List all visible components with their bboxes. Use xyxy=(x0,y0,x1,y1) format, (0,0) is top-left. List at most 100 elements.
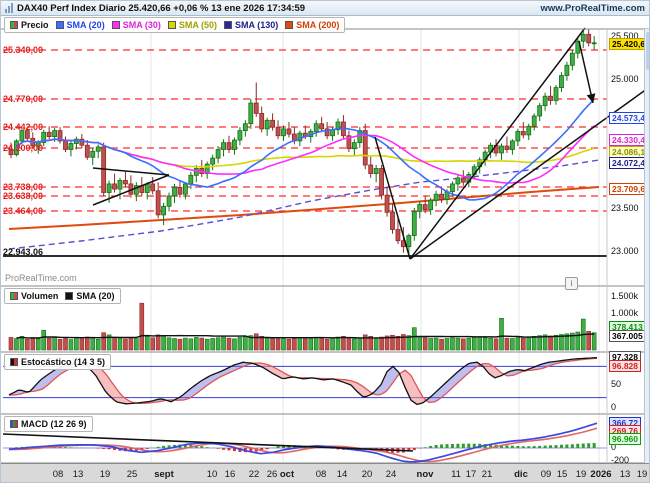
time-axis-label: 24 xyxy=(385,469,397,480)
legend-label: Estocástico (14 3 5) xyxy=(21,357,106,367)
time-axis-label: 13 xyxy=(72,469,84,480)
price-level-label: 23.464,00 xyxy=(3,206,44,216)
legend-label: Precio xyxy=(21,20,49,30)
scrollbar-thumb[interactable] xyxy=(646,32,649,70)
time-axis-label: dic xyxy=(514,469,528,480)
legend-swatch xyxy=(224,21,233,29)
time-axis-label: 16 xyxy=(224,469,236,480)
legend-label: SMA (50) xyxy=(178,20,218,30)
legend-swatch xyxy=(167,21,176,29)
short-sma-lines xyxy=(15,98,595,201)
legend-label: SMA (200) xyxy=(296,20,340,30)
macd-axis-tick: -200 xyxy=(611,455,630,465)
price-legend: Precio SMA (20) SMA (30) SMA (50) SMA (130) S… xyxy=(4,17,346,33)
legend-label: Volumen xyxy=(21,291,59,301)
legend-swatch xyxy=(10,292,18,300)
price-level-label: 24.442,00 xyxy=(3,122,44,132)
volume-sma-label: 367.005 xyxy=(609,330,646,342)
time-axis-label: 15 xyxy=(556,469,568,480)
time-axis-label: oct xyxy=(279,469,295,480)
stoch-d-label: 96.828 xyxy=(609,360,641,372)
legend-label: SMA (20) xyxy=(76,291,115,301)
time-axis-label: 10 xyxy=(206,469,218,480)
price-level-label: 24.200,00 xyxy=(3,143,44,153)
price-axis-tick: 23.500 xyxy=(611,203,639,213)
trendlines-layer xyxy=(92,27,649,260)
legend-item-macd-12-26-9-[interactable]: MACD (12 26 9) xyxy=(10,419,87,429)
time-axis-label: 19 xyxy=(99,469,111,480)
legend-item-sma-50-[interactable]: SMA (50) xyxy=(167,20,218,30)
stochastic-layer xyxy=(3,357,607,406)
legend-swatch xyxy=(55,21,64,29)
legend-swatch xyxy=(111,21,120,29)
website-link[interactable]: www.ProRealTime.com xyxy=(540,2,645,14)
legend-swatch xyxy=(10,358,18,366)
forecast-arrow xyxy=(578,40,596,104)
price-level-label: 25.340,00 xyxy=(3,45,44,55)
stochastic-legend: Estocástico (14 3 5) xyxy=(4,354,112,370)
time-axis-label: 09 xyxy=(540,469,552,480)
volume-axis-tick: 1.000k xyxy=(611,308,639,318)
sma130-value-label: 24.072,45 xyxy=(609,157,649,169)
macd-legend: MACD (12 26 9) xyxy=(4,416,93,432)
price-level-label: 23.738,00 xyxy=(3,182,44,192)
legend-label: MACD (12 26 9) xyxy=(21,419,87,429)
legend-label: SMA (30) xyxy=(122,20,161,30)
right-scrollbar[interactable] xyxy=(644,29,649,463)
legend-item-precio[interactable]: Precio xyxy=(10,20,49,30)
legend-item-sma-30-[interactable]: SMA (30) xyxy=(111,20,161,30)
price-axis-tick: 23.000 xyxy=(611,246,639,256)
info-icon[interactable]: i xyxy=(565,277,578,290)
time-axis-label: nov xyxy=(416,469,434,480)
sma30-value-label: 24.330,46 xyxy=(609,134,649,146)
vertical-gridlines xyxy=(150,30,600,462)
legend-swatch xyxy=(65,292,74,300)
title-bar: DAX40 Perf Index Diario 25.420,66 +0,06 … xyxy=(1,1,649,16)
legend-item-sma-20-[interactable]: SMA (20) xyxy=(55,20,105,30)
legend-item-sma-20-[interactable]: SMA (20) xyxy=(65,291,115,301)
macd-hist-label: 96.960 xyxy=(609,433,641,445)
time-axis-label: 08 xyxy=(315,469,327,480)
time-axis-label: 26 xyxy=(266,469,278,480)
volume-bars-layer xyxy=(8,302,597,351)
price-level-label: 23.638,00 xyxy=(3,191,44,201)
time-axis-label: 14 xyxy=(336,469,348,480)
legend-label: SMA (20) xyxy=(66,20,105,30)
time-axis-label: 13 xyxy=(619,469,631,480)
time-axis-label: 25 xyxy=(126,469,138,480)
legend-swatch xyxy=(10,420,18,428)
time-axis-label: sept xyxy=(154,469,174,480)
price-axis-tick: 25.000 xyxy=(611,74,639,84)
time-axis-label: 11 xyxy=(451,469,461,480)
macd-trendline xyxy=(2,433,414,452)
price-level-label: 24.770,00 xyxy=(3,94,44,104)
legend-item-sma-130-[interactable]: SMA (130) xyxy=(224,20,278,30)
time-axis-label: 17 xyxy=(465,469,477,480)
sma20-value-label: 24.573,48 xyxy=(609,112,649,124)
legend-swatch xyxy=(285,21,294,29)
time-axis-label: 19 xyxy=(636,469,648,480)
time-axis-label: 08 xyxy=(52,469,64,480)
last-price-label: 25.420,66 xyxy=(609,38,649,50)
legend-label: SMA (130) xyxy=(235,20,279,30)
time-axis-label: 19 xyxy=(575,469,587,480)
time-axis-label: 2026 xyxy=(590,469,612,480)
time-axis-label: 22 xyxy=(248,469,260,480)
volume-axis-tick: 1.500k xyxy=(611,291,639,301)
legend-swatch xyxy=(10,21,18,29)
time-axis[interactable]: 08 13 19 25 sept 10 16 22 26 oct 08 14 20 24 nov 11 17 21… xyxy=(1,463,649,482)
stoch-axis-tick: 50 xyxy=(611,379,622,389)
legend-item-volumen[interactable]: Volumen xyxy=(10,291,58,301)
legend-item-sma-200-[interactable]: SMA (200) xyxy=(285,20,339,30)
time-axis-label: 20 xyxy=(361,469,373,480)
time-axis-label: 21 xyxy=(481,469,493,480)
legend-item-estoc-stico-14-3-5-[interactable]: Estocástico (14 3 5) xyxy=(10,357,105,367)
watermark: ProRealTime.com xyxy=(5,273,77,283)
price-axis-tick: 25.500 xyxy=(611,31,639,41)
volume-legend: Volumen SMA (20) xyxy=(4,288,121,304)
macd-axis-tick: 0 xyxy=(611,442,617,452)
macd-layer xyxy=(2,422,607,463)
support-price-label: 22.943,06 xyxy=(3,247,44,257)
